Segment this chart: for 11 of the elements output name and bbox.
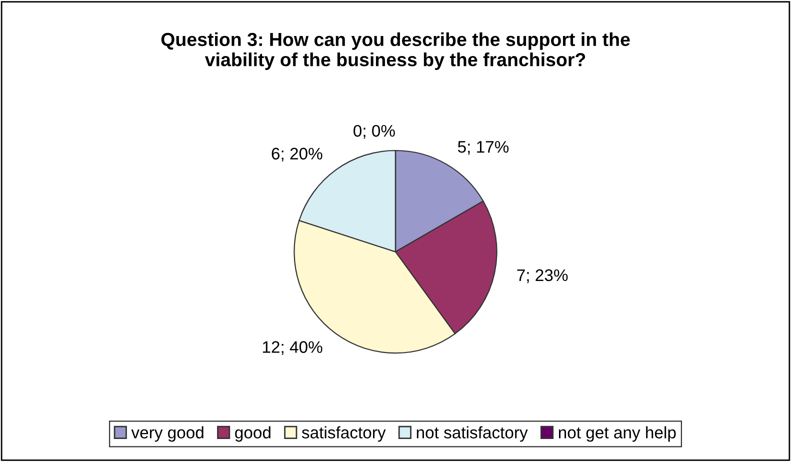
legend-label: good — [235, 426, 270, 442]
legend-label: not satisfactory — [416, 426, 528, 442]
legend-label: satisfactory — [302, 426, 386, 442]
legend-label: not get any help — [558, 426, 676, 442]
data-label: 5; 17% — [458, 141, 509, 155]
legend-label: very good — [131, 426, 204, 442]
chart-title: Question 3: How can you describe the support in the viability of the business by the franchisor? — [161, 32, 630, 70]
text: 0; 0% — [354, 124, 395, 139]
data-label: 6; 20% — [272, 148, 322, 162]
data-label: 12; 40% — [262, 341, 322, 355]
data-label: 7; 23% — [517, 269, 568, 284]
